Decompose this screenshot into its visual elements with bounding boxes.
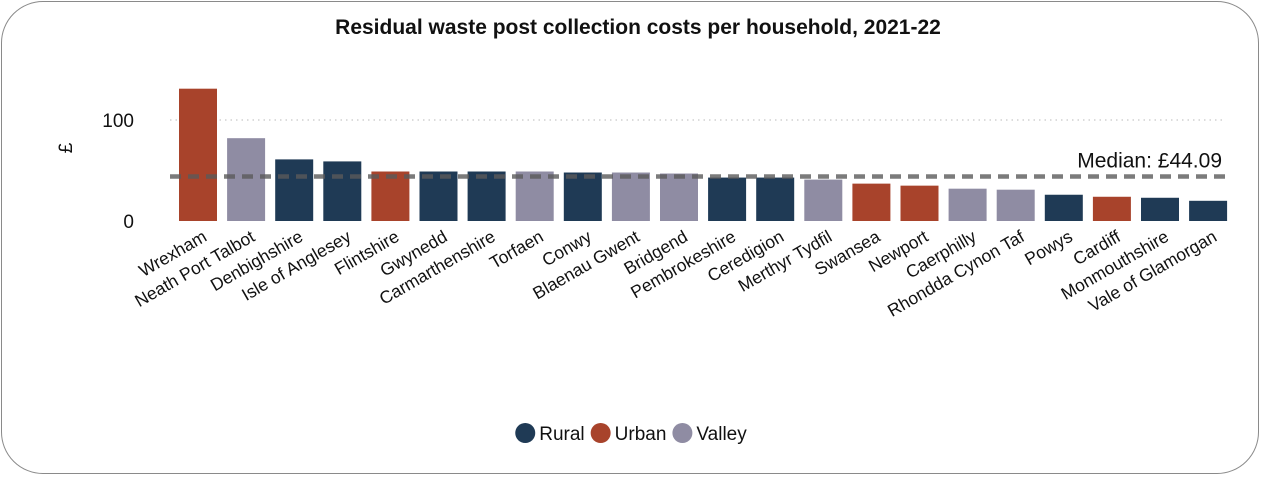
bar <box>515 171 554 221</box>
median-label: Median: £44.09 <box>1077 149 1222 172</box>
bar <box>900 185 939 221</box>
legend-swatch <box>515 423 536 443</box>
y-tick-label: 0 <box>123 212 134 233</box>
bar <box>611 172 650 221</box>
bar <box>179 88 217 221</box>
bar <box>563 172 602 221</box>
legend-label: Rural <box>539 424 584 445</box>
bar <box>708 177 747 221</box>
x-tick-label: Powys <box>1021 226 1076 269</box>
bar <box>948 188 987 221</box>
legend-swatch <box>672 423 693 443</box>
legend-label: Valley <box>696 424 747 445</box>
bar <box>467 171 506 221</box>
bar <box>996 189 1035 221</box>
y-axis-label: £ <box>56 142 77 153</box>
bar <box>323 161 362 221</box>
bar <box>371 171 410 221</box>
legend-swatch <box>590 423 611 443</box>
bar <box>1189 200 1228 221</box>
chart-title: Residual waste post collection costs per… <box>335 16 941 39</box>
bar <box>660 173 698 221</box>
bar <box>1044 194 1083 221</box>
bar <box>1141 197 1179 221</box>
bar <box>756 177 795 221</box>
bar <box>227 138 266 221</box>
bar <box>852 183 891 221</box>
bar <box>275 159 314 221</box>
y-tick-label: 100 <box>102 111 134 132</box>
bar <box>804 179 843 221</box>
bar <box>1092 196 1131 221</box>
legend-label: Urban <box>615 424 667 445</box>
bar <box>419 171 458 221</box>
x-tick-label: Torfaen <box>486 226 547 273</box>
